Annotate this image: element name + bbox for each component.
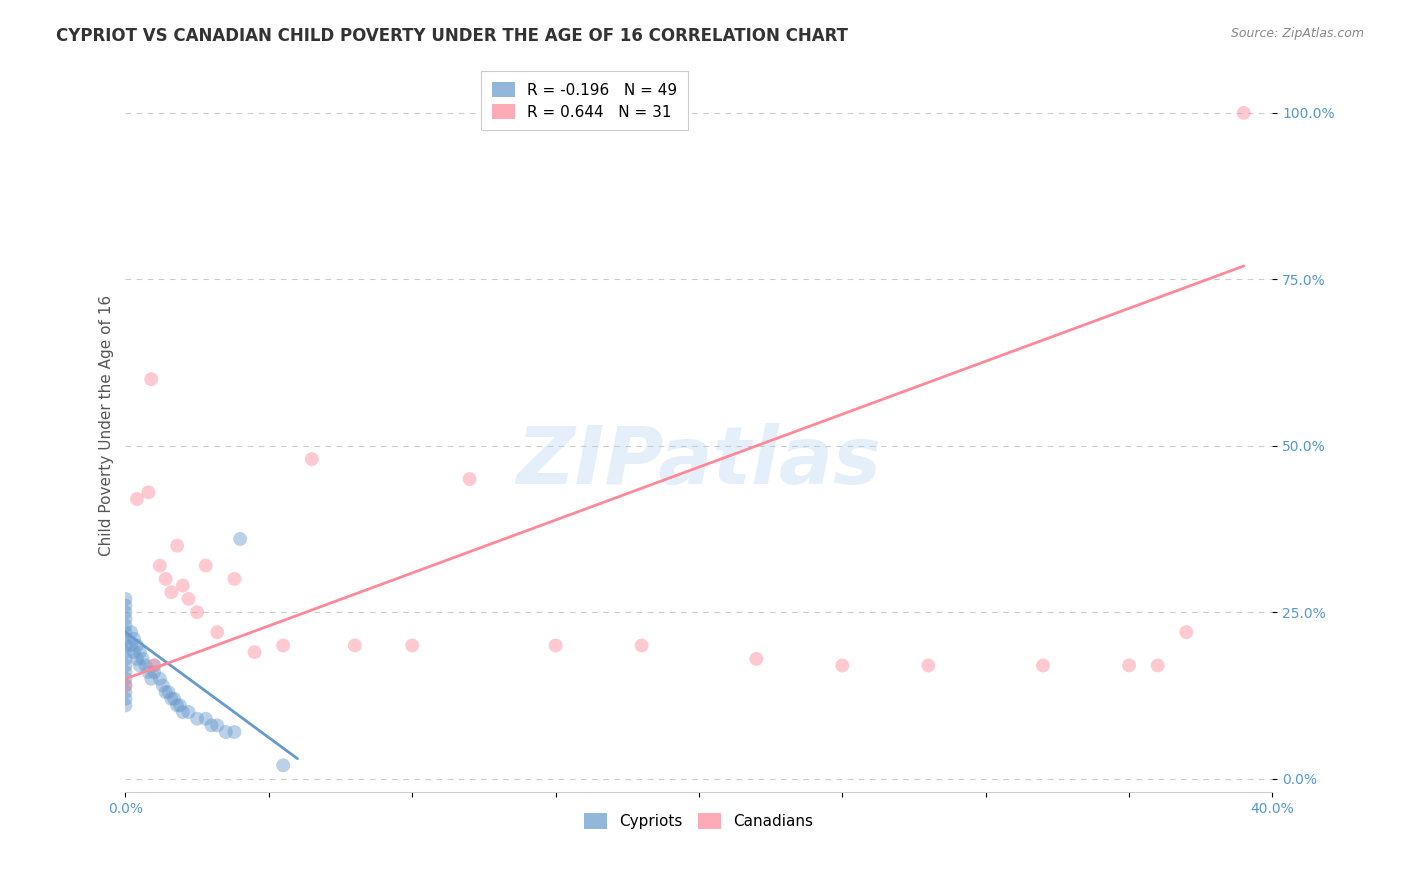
Point [143, 658, 166, 673]
Point [114, 698, 136, 713]
Point [271, 758, 294, 772]
Point [114, 605, 136, 619]
Point [194, 558, 217, 573]
Point [114, 632, 136, 646]
Point [172, 705, 194, 719]
Point [157, 685, 180, 699]
Point [114, 625, 136, 640]
Legend: Cypriots, Canadians: Cypriots, Canadians [578, 807, 820, 836]
Point [224, 572, 246, 586]
Point [122, 645, 145, 659]
Point [114, 599, 136, 613]
Point [301, 452, 323, 467]
Point [458, 472, 481, 486]
Point [160, 691, 183, 706]
Point [143, 658, 166, 673]
Point [152, 678, 174, 692]
Point [135, 658, 157, 673]
Point [186, 712, 208, 726]
Point [343, 639, 366, 653]
Point [114, 591, 136, 606]
Point [166, 698, 188, 713]
Point [831, 658, 853, 673]
Point [138, 665, 160, 679]
Point [544, 639, 567, 653]
Point [114, 678, 136, 692]
Point [155, 685, 177, 699]
Point [149, 558, 172, 573]
Point [160, 585, 183, 599]
Point [177, 705, 200, 719]
Text: Source: ZipAtlas.com: Source: ZipAtlas.com [1230, 27, 1364, 40]
Text: CYPRIOT VS CANADIAN CHILD POVERTY UNDER THE AGE OF 16 CORRELATION CHART: CYPRIOT VS CANADIAN CHILD POVERTY UNDER … [56, 27, 848, 45]
Point [194, 712, 217, 726]
Point [229, 532, 252, 546]
Point [128, 658, 150, 673]
Point [1146, 658, 1168, 673]
Point [114, 691, 136, 706]
Point [169, 698, 191, 713]
Point [114, 685, 136, 699]
Point [141, 672, 163, 686]
Point [114, 665, 136, 679]
Point [205, 625, 228, 640]
Point [630, 639, 652, 653]
Point [172, 578, 194, 592]
Point [166, 539, 188, 553]
Y-axis label: Child Poverty Under the Age of 16: Child Poverty Under the Age of 16 [100, 295, 114, 557]
Point [138, 485, 160, 500]
Point [224, 725, 246, 739]
Point [177, 591, 200, 606]
Point [1118, 658, 1140, 673]
Point [114, 639, 136, 653]
Point [114, 645, 136, 659]
Point [114, 612, 136, 626]
Point [114, 672, 136, 686]
Point [141, 372, 163, 386]
Point [114, 678, 136, 692]
Point [243, 645, 266, 659]
Point [186, 605, 208, 619]
Point [120, 639, 142, 653]
Point [114, 618, 136, 632]
Point [271, 639, 294, 653]
Point [125, 491, 148, 506]
Point [215, 725, 238, 739]
Point [120, 625, 142, 640]
Text: ZIPatlas: ZIPatlas [516, 424, 882, 501]
Point [143, 665, 166, 679]
Point [125, 652, 148, 666]
Point [125, 639, 148, 653]
Point [163, 691, 186, 706]
Point [114, 658, 136, 673]
Point [131, 652, 153, 666]
Point [114, 652, 136, 666]
Point [1233, 106, 1256, 120]
Point [128, 645, 150, 659]
Point [1032, 658, 1054, 673]
Point [205, 718, 228, 732]
Point [745, 652, 768, 666]
Point [401, 639, 423, 653]
Point [149, 672, 172, 686]
Point [122, 632, 145, 646]
Point [917, 658, 939, 673]
Point [1175, 625, 1198, 640]
Point [155, 572, 177, 586]
Point [200, 718, 222, 732]
